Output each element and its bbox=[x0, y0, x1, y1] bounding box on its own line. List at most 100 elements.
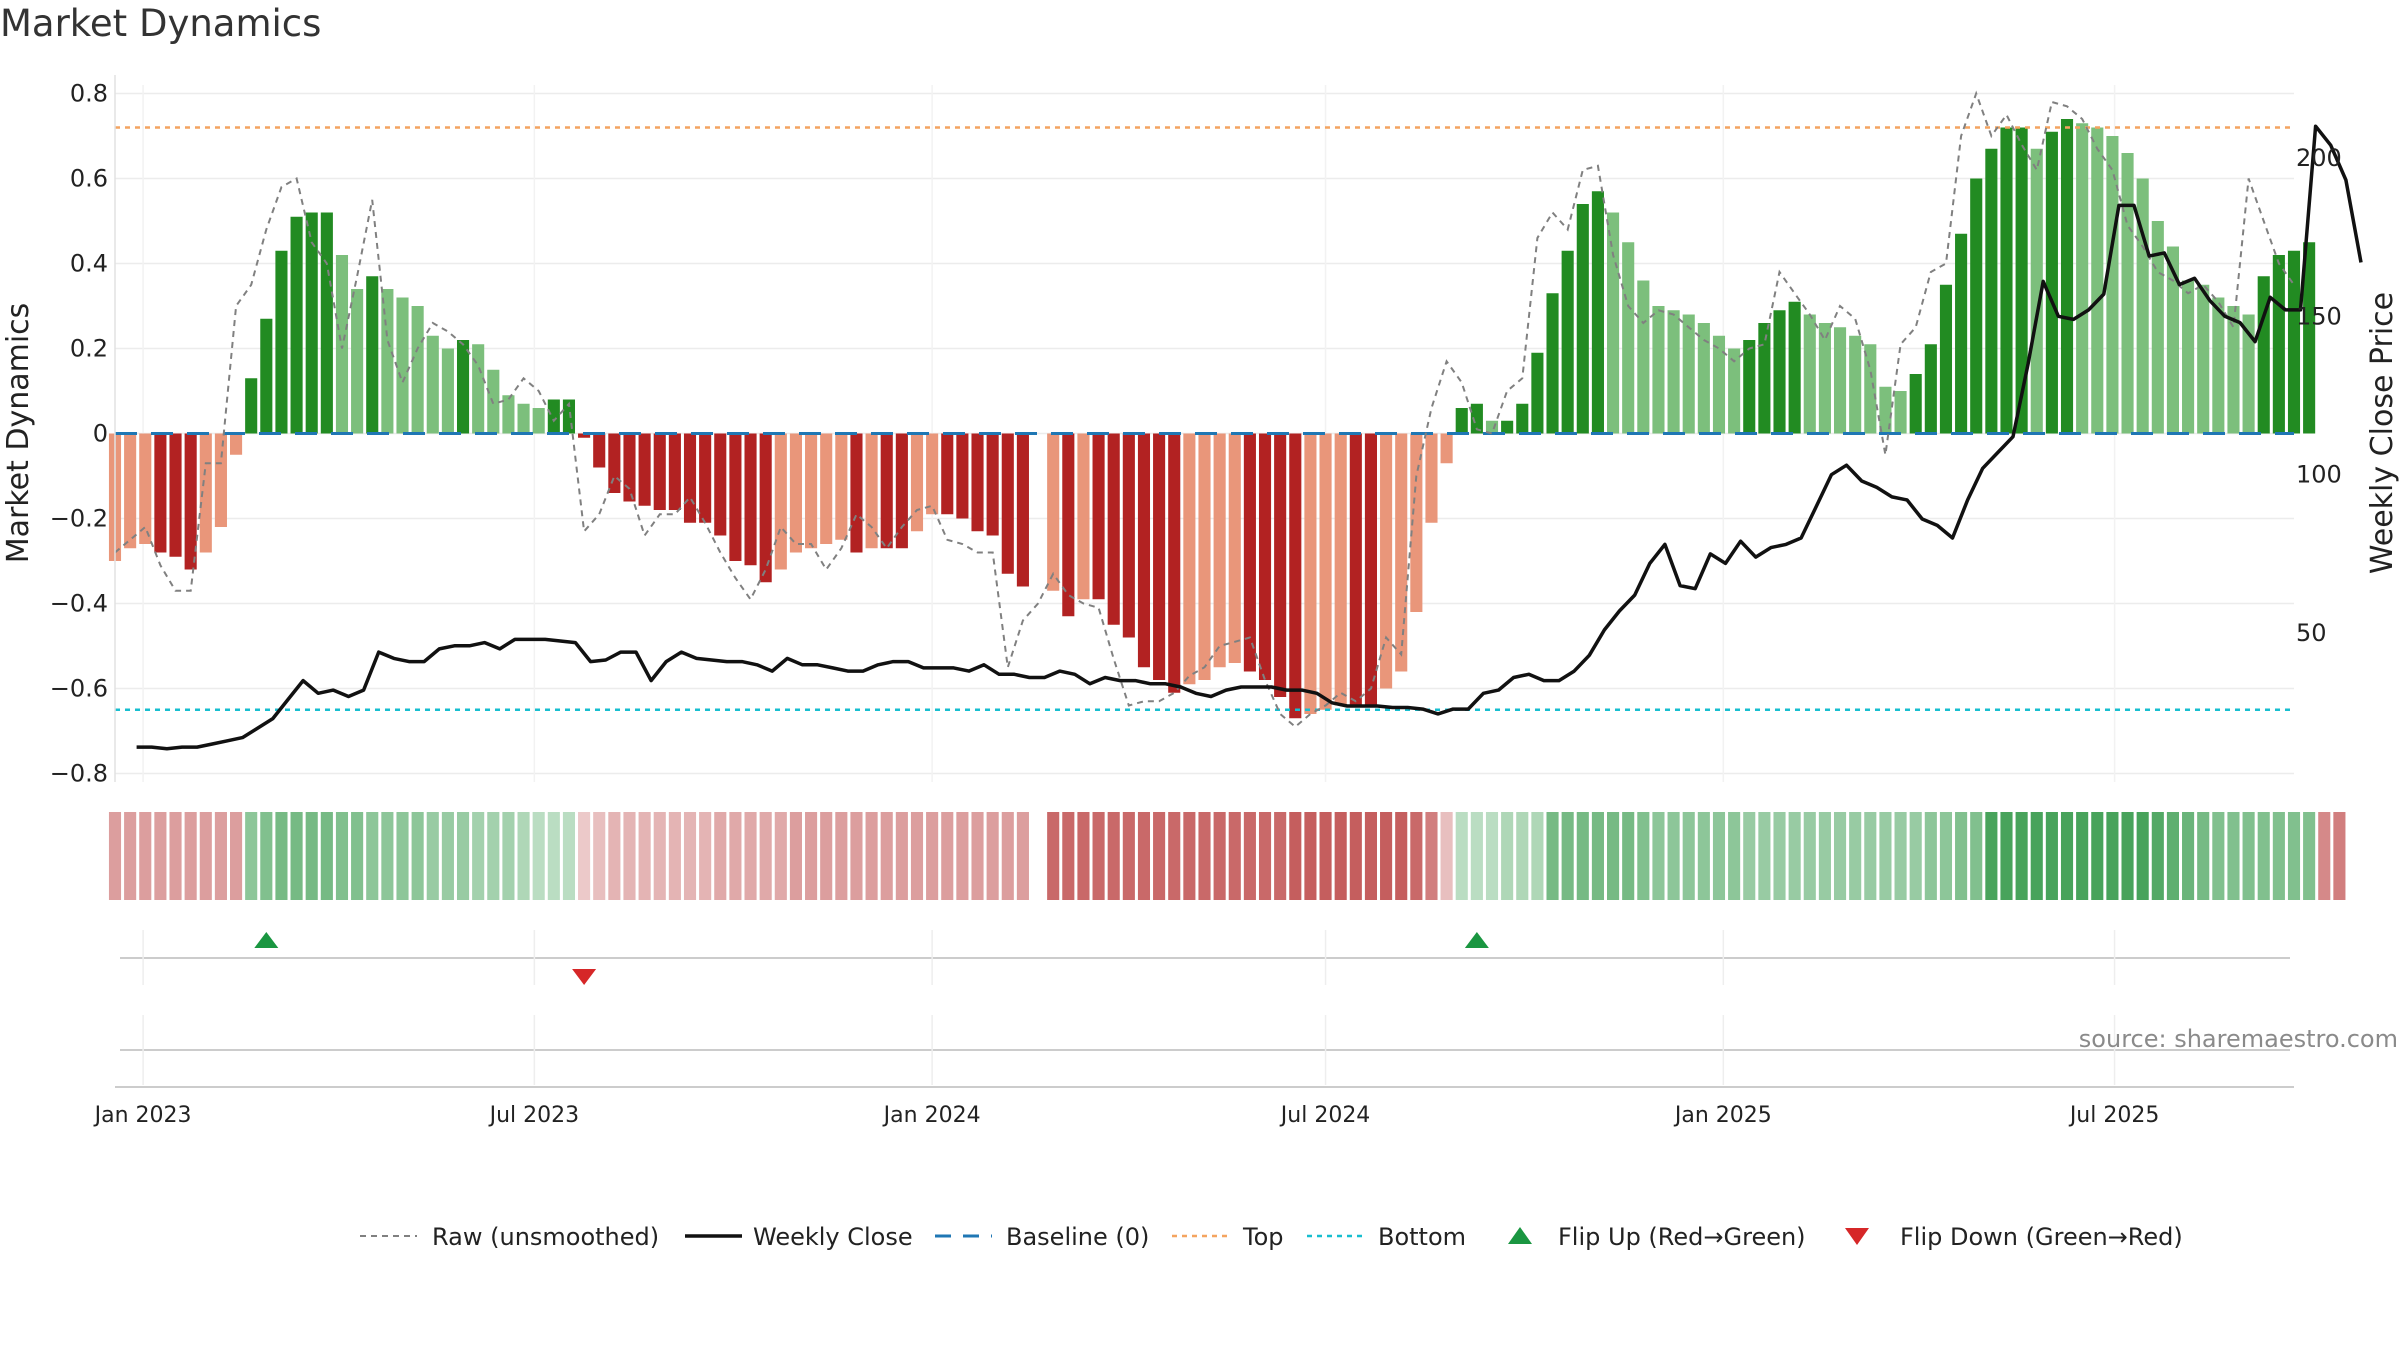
regime-strip-cell bbox=[502, 812, 515, 900]
momentum-bar bbox=[986, 433, 999, 536]
y-tick-label: 0.8 bbox=[70, 80, 108, 108]
regime-strip-cell bbox=[623, 812, 636, 900]
regime-strip-cell bbox=[1773, 812, 1786, 900]
regime-strip-cell bbox=[895, 812, 908, 900]
flip-markers-panel bbox=[120, 930, 2290, 985]
regime-strip-cell bbox=[2318, 812, 2331, 900]
regime-strip-cell bbox=[789, 812, 802, 900]
regime-strip-cell bbox=[1289, 812, 1302, 900]
regime-strip-cell bbox=[2227, 812, 2240, 900]
momentum-bar bbox=[245, 378, 258, 434]
regime-strip-cell bbox=[668, 812, 681, 900]
regime-strip-cell bbox=[1667, 812, 1680, 900]
raw-unsmoothed-line bbox=[114, 90, 2295, 729]
regime-strip-cell bbox=[608, 812, 621, 900]
regime-strip-cell bbox=[1607, 812, 1620, 900]
regime-strip bbox=[108, 812, 2346, 900]
regime-strip-cell bbox=[653, 812, 666, 900]
regime-strip-cell bbox=[1016, 812, 1029, 900]
momentum-bar bbox=[638, 433, 651, 506]
momentum-bar bbox=[1788, 301, 1801, 434]
regime-strip-cell bbox=[366, 812, 379, 900]
momentum-bar bbox=[1168, 433, 1181, 693]
momentum-bar bbox=[502, 395, 515, 434]
momentum-bar bbox=[351, 289, 364, 434]
legend-item-baseline: Baseline (0) bbox=[935, 1223, 1149, 1251]
x-tick-label: Jul 2024 bbox=[1279, 1103, 1371, 1128]
momentum-bar bbox=[835, 433, 848, 540]
regime-strip-cell bbox=[1395, 812, 1408, 900]
momentum-bar bbox=[714, 433, 727, 536]
momentum-bar bbox=[517, 403, 530, 434]
regime-strip-cell bbox=[230, 812, 243, 900]
momentum-bar bbox=[1561, 250, 1574, 434]
momentum-bar bbox=[1364, 433, 1378, 706]
regime-strip-cell bbox=[1440, 812, 1453, 900]
regime-strip-cell bbox=[547, 812, 560, 900]
regime-strip-cell bbox=[1077, 812, 1090, 900]
momentum-bar bbox=[941, 433, 954, 515]
momentum-bar bbox=[971, 433, 984, 532]
regime-strip-cell bbox=[1743, 812, 1756, 900]
regime-strip-cell bbox=[1001, 812, 1014, 900]
regime-strip-cell bbox=[1728, 812, 1741, 900]
regime-strip-cell bbox=[487, 812, 500, 900]
regime-strip-cell bbox=[820, 812, 833, 900]
regime-strip-cell bbox=[2242, 812, 2255, 900]
momentum-bar bbox=[759, 433, 772, 583]
regime-strip-cell bbox=[199, 812, 212, 900]
regime-strip-cell bbox=[1047, 812, 1060, 900]
regime-strip-cell bbox=[532, 812, 545, 900]
momentum-bar bbox=[2060, 119, 2074, 434]
regime-strip-cell bbox=[1198, 812, 1211, 900]
momentum-bar bbox=[1985, 148, 1998, 434]
regime-strip-cell bbox=[593, 812, 606, 900]
momentum-bar bbox=[1939, 284, 1953, 434]
momentum-bar bbox=[2166, 246, 2179, 434]
flip-up-marker bbox=[254, 932, 279, 948]
momentum-bar bbox=[381, 289, 394, 434]
regime-strip-cell bbox=[744, 812, 757, 900]
regime-strip-cell bbox=[2303, 812, 2316, 900]
legend-label: Baseline (0) bbox=[1006, 1223, 1149, 1251]
regime-strip-cell bbox=[2060, 812, 2074, 900]
legend-item-top: Top bbox=[1172, 1223, 1284, 1251]
regime-strip-cell bbox=[1697, 812, 1710, 900]
regime-strip-cell bbox=[1924, 812, 1937, 900]
momentum-bar bbox=[2045, 131, 2058, 434]
y2-axis-label: Weekly Close Price bbox=[2365, 292, 2400, 574]
momentum-bar bbox=[683, 433, 697, 523]
momentum-bar bbox=[1425, 433, 1438, 523]
y-axis-label: Market Dynamics bbox=[1, 303, 36, 564]
momentum-bar bbox=[1864, 344, 1877, 434]
momentum-bar bbox=[1183, 433, 1196, 685]
legend-label: Raw (unsmoothed) bbox=[432, 1223, 659, 1251]
regime-strip-cell bbox=[108, 812, 122, 900]
y2-tick-label: 150 bbox=[2296, 302, 2342, 330]
momentum-bar bbox=[2182, 280, 2195, 434]
momentum-bar bbox=[850, 433, 863, 553]
regime-strip-cell bbox=[1894, 812, 1907, 900]
regime-strip-cell bbox=[926, 812, 939, 900]
chart-title: Market Dynamics bbox=[0, 2, 322, 45]
momentum-bar bbox=[2030, 148, 2043, 434]
momentum-bar bbox=[2287, 250, 2301, 434]
momentum-bar bbox=[956, 433, 969, 519]
regime-strip-cell bbox=[1153, 812, 1166, 900]
x-tick-label: Jul 2023 bbox=[488, 1103, 580, 1128]
momentum-bar bbox=[1001, 433, 1014, 574]
regime-strip-cell bbox=[699, 812, 712, 900]
y-tick-label: −0.2 bbox=[50, 505, 108, 533]
regime-strip-cell bbox=[154, 812, 167, 900]
regime-strip-cell bbox=[1985, 812, 1998, 900]
momentum-bar bbox=[926, 433, 939, 515]
momentum-bar bbox=[1667, 310, 1680, 434]
momentum-bar bbox=[1924, 344, 1937, 434]
regime-strip-cell bbox=[1062, 812, 1075, 900]
momentum-bar bbox=[305, 212, 318, 434]
momentum-bar bbox=[1955, 233, 1968, 434]
y-tick-label: 0.2 bbox=[70, 335, 108, 363]
regime-strip-cell bbox=[986, 812, 999, 900]
regime-strip-cell bbox=[1788, 812, 1801, 900]
momentum-bar bbox=[441, 348, 454, 434]
